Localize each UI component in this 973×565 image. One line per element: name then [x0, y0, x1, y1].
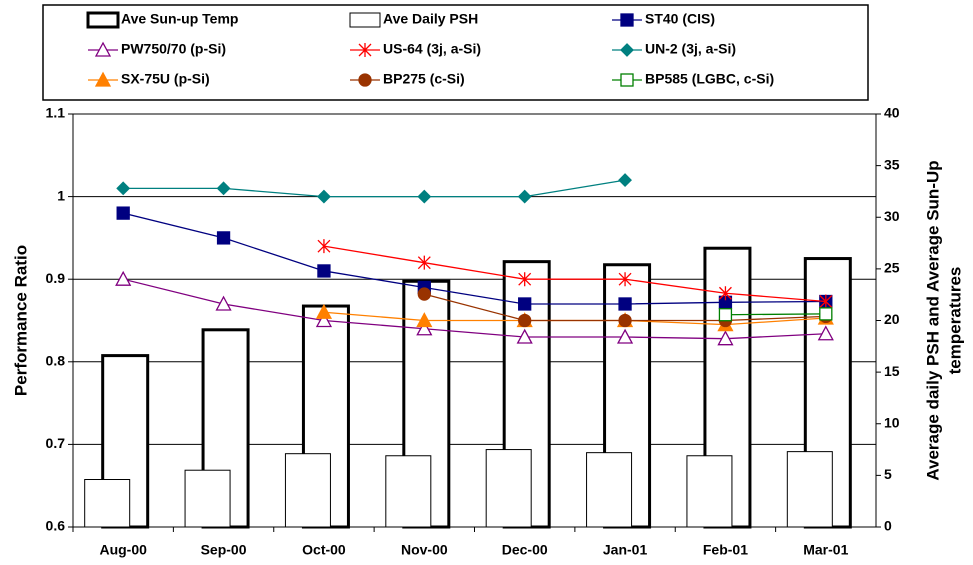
y2-axis-label: Average daily PSH and Average Sun-Up [923, 160, 942, 480]
line [123, 278, 826, 340]
legend-label: ST40 (CIS) [645, 11, 715, 27]
legend-label: Ave Sun-up Temp [121, 11, 238, 27]
y-tick-label: 0.9 [46, 270, 66, 286]
line [725, 313, 826, 316]
legend-marker [620, 73, 634, 87]
x-tick-label: Sep-00 [201, 542, 247, 558]
legend-label: PW750/70 (p-Si) [121, 41, 226, 57]
x-tick-label: Jan-01 [603, 542, 648, 558]
bar [686, 455, 733, 528]
line [123, 212, 826, 305]
y2-tick-label: 10 [884, 414, 900, 430]
bar [485, 449, 532, 528]
y2-tick-label: 20 [884, 311, 900, 327]
bar [385, 455, 432, 528]
point [718, 286, 732, 301]
line [323, 245, 826, 303]
point [616, 328, 634, 344]
x-tick-label: Nov-00 [401, 542, 448, 558]
y2-tick-label: 15 [884, 363, 900, 379]
x-tick-label: Oct-00 [302, 542, 346, 558]
legend-label: SX-75U (p-Si) [121, 71, 210, 87]
x-tick-label: Feb-01 [703, 542, 748, 558]
point [819, 294, 833, 309]
point [216, 181, 231, 196]
point [416, 320, 433, 336]
y2-tick-label: 0 [884, 518, 892, 534]
point [518, 272, 532, 287]
point [717, 330, 734, 346]
point [317, 264, 331, 278]
bar [284, 453, 331, 528]
y2-tick-label: 40 [884, 105, 900, 121]
legend-swatch [349, 12, 381, 28]
x-tick-label: Dec-00 [502, 542, 548, 558]
point [417, 189, 432, 204]
legend-label: UN-2 (3j, a-Si) [645, 41, 736, 57]
legend-label: US-64 (3j, a-Si) [383, 41, 481, 57]
point [115, 270, 132, 286]
point [417, 255, 431, 270]
legend-marker [358, 43, 372, 57]
legend-marker [94, 41, 112, 57]
legend-marker [620, 43, 634, 57]
bar [786, 451, 833, 528]
x-tick-label: Mar-01 [803, 542, 848, 558]
point [416, 312, 433, 328]
point [116, 181, 131, 196]
point [618, 173, 632, 187]
x-tick-label: Aug-00 [99, 542, 147, 558]
bar [84, 479, 131, 528]
bar [586, 452, 633, 528]
legend-label: BP275 (c-Si) [383, 71, 465, 87]
bar [184, 469, 231, 528]
point [116, 206, 130, 220]
y2-tick-label: 5 [884, 466, 892, 482]
y2-tick-label: 30 [884, 208, 900, 224]
point [215, 295, 232, 311]
point [518, 297, 532, 311]
y-tick-label: 0.6 [46, 518, 66, 534]
y2-tick-label: 25 [884, 260, 900, 276]
point [819, 307, 833, 321]
y2-axis-label: temperatures [945, 267, 964, 375]
y-tick-label: 1 [57, 187, 65, 203]
point [317, 189, 331, 204]
y-tick-label: 0.7 [46, 435, 66, 451]
y-tick-label: 0.8 [46, 353, 66, 369]
legend-marker [620, 13, 634, 27]
y-axis-label: Performance Ratio [11, 245, 30, 396]
point [315, 303, 333, 319]
point [618, 297, 632, 311]
legend-box [42, 4, 869, 101]
point [618, 313, 632, 328]
point [817, 325, 834, 341]
point [618, 272, 632, 287]
legend-label: Ave Daily PSH [383, 11, 478, 27]
legend-marker [358, 73, 372, 87]
point [518, 313, 532, 328]
line [123, 179, 626, 198]
point [718, 308, 733, 322]
point [517, 189, 532, 204]
point [315, 312, 333, 328]
point [317, 239, 331, 254]
y2-tick-label: 35 [884, 156, 900, 172]
legend-label: BP585 (LGBC, c-Si) [645, 71, 774, 87]
point [516, 328, 533, 344]
legend-marker [94, 71, 112, 87]
y-tick-label: 1.1 [46, 105, 66, 121]
point [216, 231, 231, 245]
point [417, 287, 431, 301]
legend-swatch [86, 11, 120, 29]
